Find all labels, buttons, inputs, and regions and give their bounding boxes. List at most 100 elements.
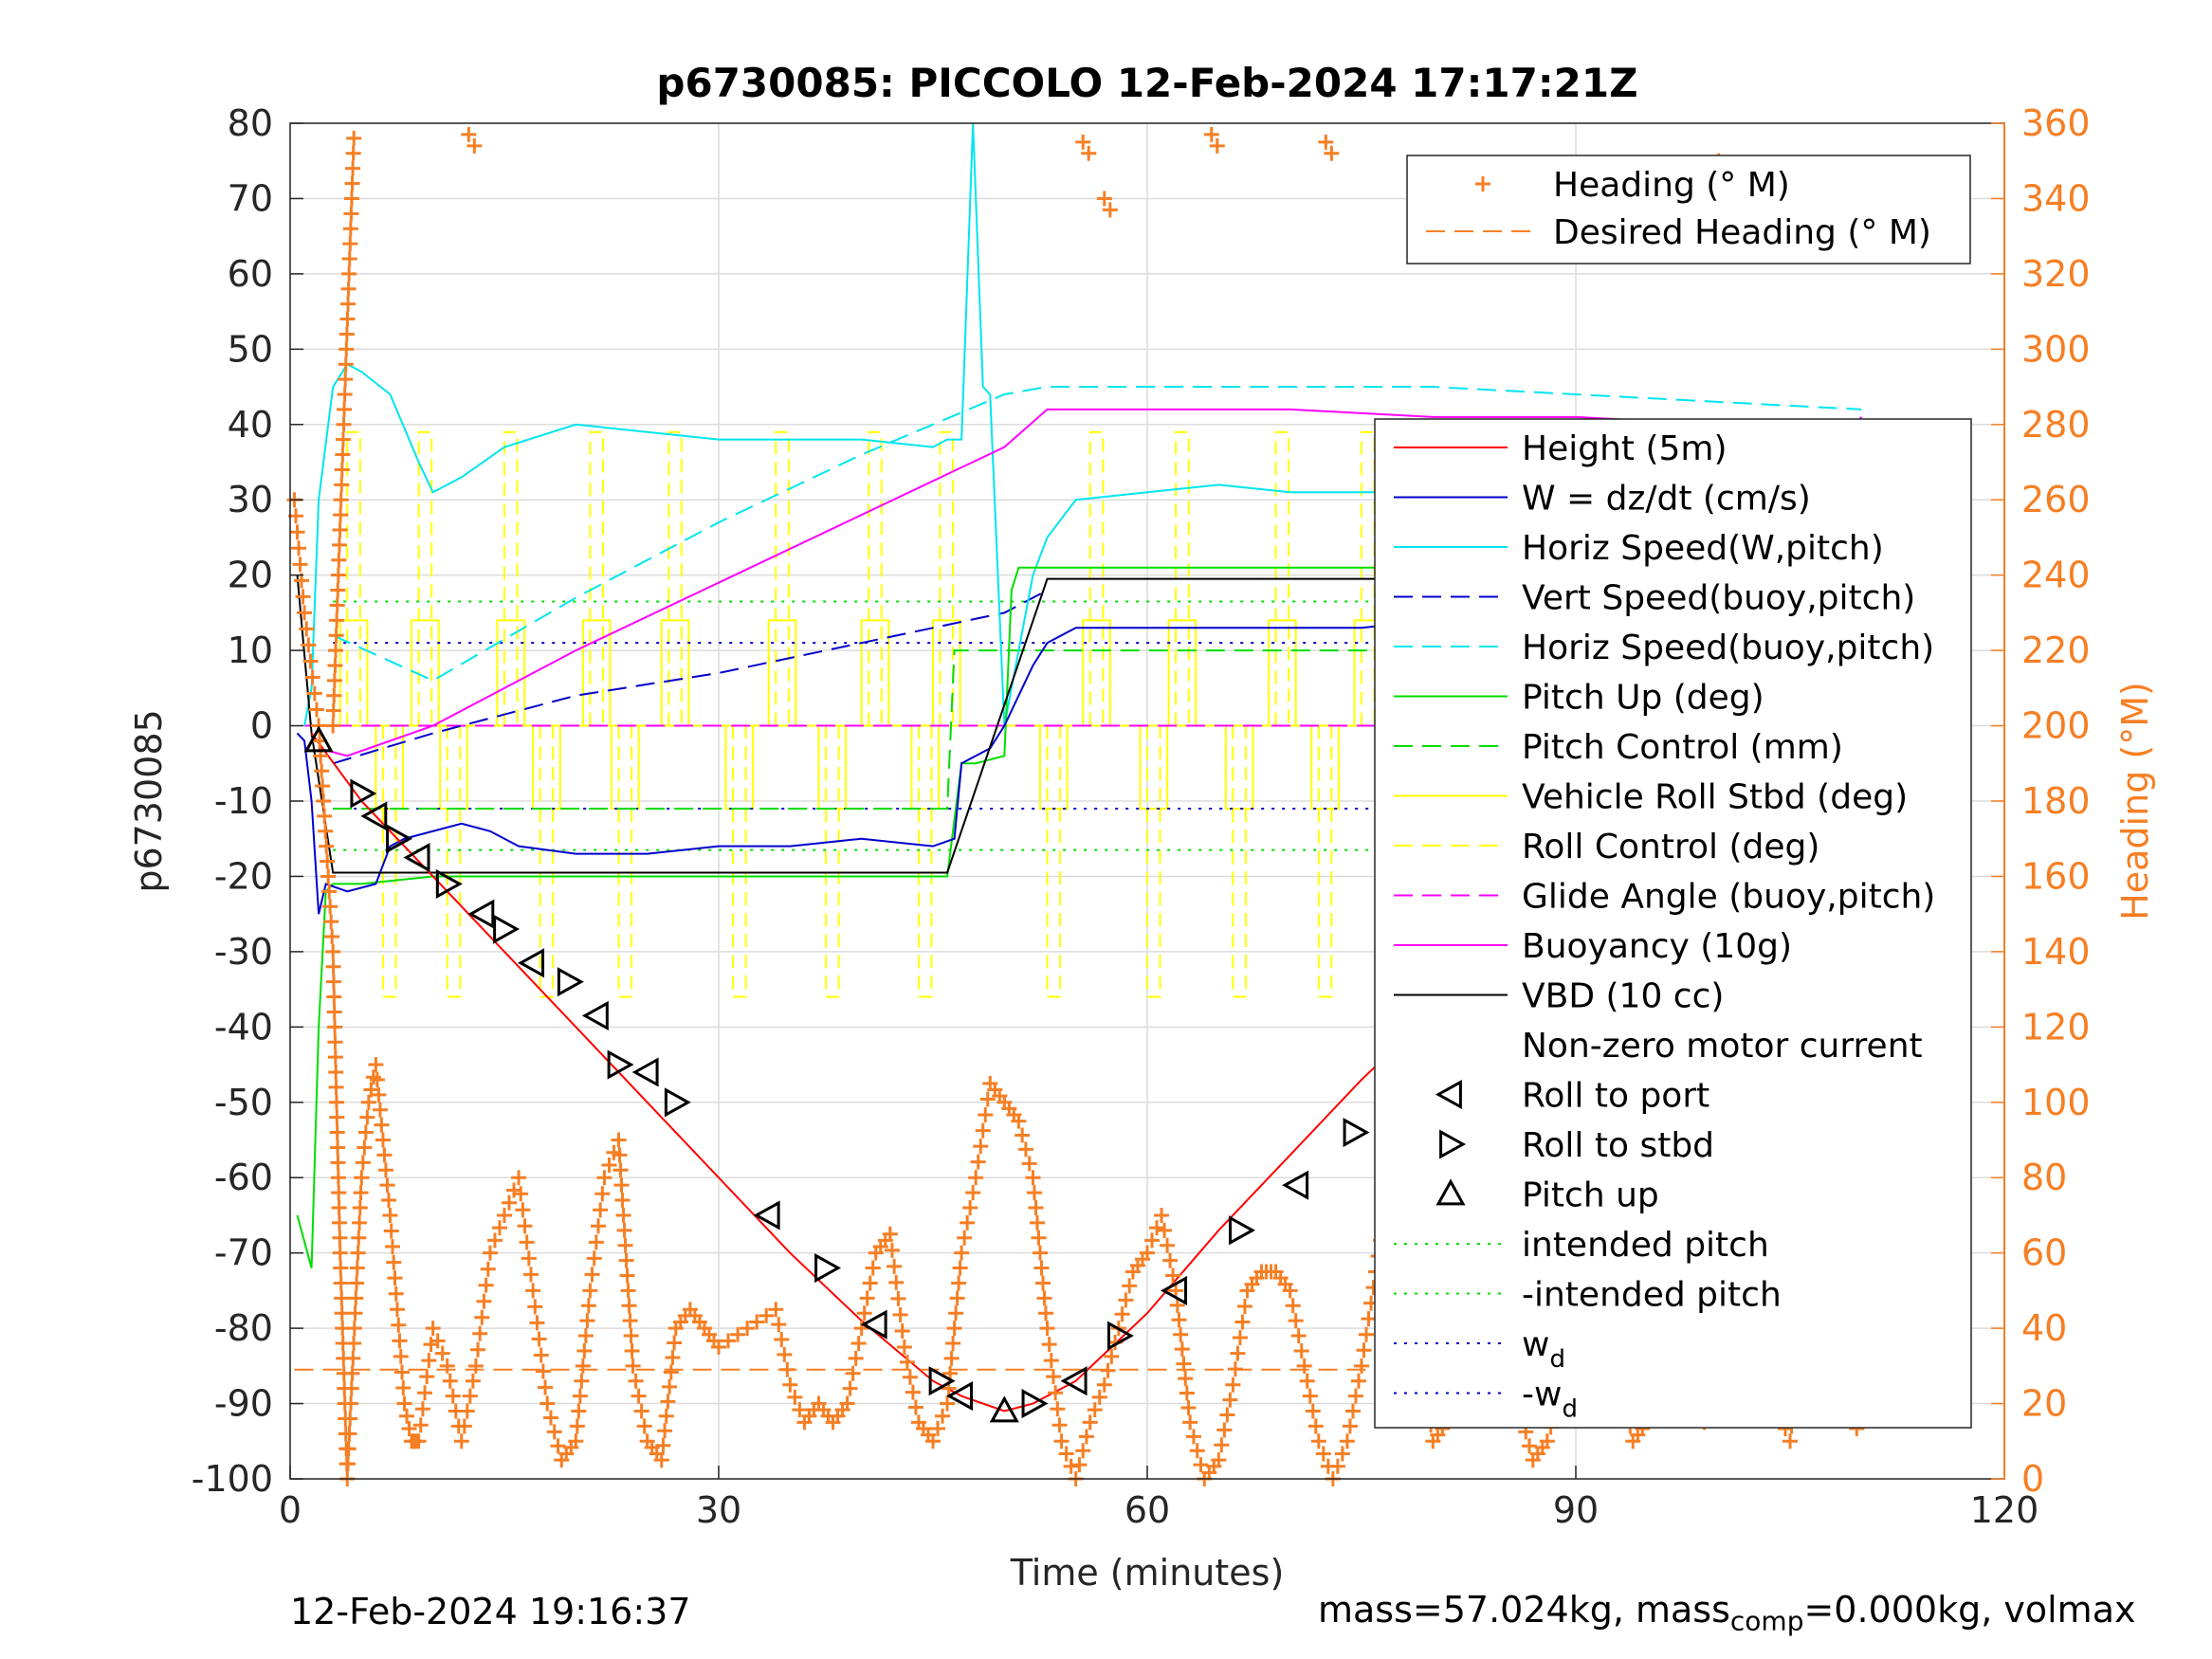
heading-point xyxy=(346,1336,362,1351)
heading-point xyxy=(456,1418,472,1434)
motor-marker xyxy=(360,801,388,831)
heading-point xyxy=(301,637,317,653)
y-tick-label: -10 xyxy=(214,780,273,822)
y-tick-label: 10 xyxy=(228,629,273,671)
heading-point xyxy=(1310,1433,1326,1449)
heading-point xyxy=(905,1384,921,1400)
heading-point xyxy=(1339,1433,1355,1449)
motor-marker xyxy=(386,824,413,854)
heading-point xyxy=(353,1185,369,1201)
heading-point xyxy=(345,160,361,176)
heading-point xyxy=(1078,1429,1094,1445)
roll-control-pulse xyxy=(346,430,361,726)
heading-point xyxy=(506,1182,522,1198)
footer-mass-prefix: mass=57.024kg, mass xyxy=(1318,1589,1730,1631)
heading-point xyxy=(965,1185,981,1201)
y2-tick-label: 180 xyxy=(2021,780,2091,822)
heading-point xyxy=(662,1378,678,1395)
heading-point xyxy=(539,1395,556,1412)
legend-main-label: W = dz/dt (cm/s) xyxy=(1522,480,1811,519)
heading-point xyxy=(978,1107,994,1123)
heading-point xyxy=(612,1147,628,1163)
heading-point xyxy=(759,1307,775,1323)
heading-point xyxy=(328,1065,344,1080)
heading-point xyxy=(324,929,340,944)
vehicle-roll-pulse xyxy=(1224,725,1254,810)
heading-point xyxy=(1026,1185,1042,1201)
legend-heading-box xyxy=(1406,155,1971,264)
heading-point xyxy=(1176,1356,1192,1372)
axes: 0 30 60 90 12080706050403020100-10-20-30-40-… xyxy=(192,102,2091,1531)
horiz-speed-buoy-line xyxy=(332,386,1862,683)
heading-point xyxy=(1162,1252,1179,1268)
heading-point xyxy=(329,1109,345,1125)
heading-point xyxy=(459,1403,475,1419)
heading-point xyxy=(342,1411,358,1427)
heading-point xyxy=(1539,1433,1555,1449)
heading-point xyxy=(333,507,349,523)
heading-point xyxy=(617,1237,633,1253)
heading-point xyxy=(519,1234,535,1250)
heading-point xyxy=(1334,1446,1350,1462)
heading-point xyxy=(577,1328,594,1344)
vehicle-roll-pulse xyxy=(1139,725,1169,810)
y-tick-label: 0 xyxy=(250,705,273,747)
heading-point xyxy=(521,1250,537,1267)
heading-point xyxy=(332,1245,348,1261)
legend-main-label: Roll to stbd xyxy=(1522,1126,1714,1165)
heading-point xyxy=(768,1302,784,1318)
x-tick-label: 60 xyxy=(1124,1489,1170,1531)
heading-point xyxy=(890,1290,906,1306)
heading-point xyxy=(940,1395,956,1412)
heading-point xyxy=(474,1309,490,1325)
footer-mass-suffix: =0.000kg, volmax xyxy=(1803,1589,2136,1631)
heading-point xyxy=(334,1305,350,1322)
heading-point xyxy=(480,1261,496,1277)
heading-point xyxy=(355,1155,371,1171)
motor-marker xyxy=(303,725,334,753)
legend-heading-label: Desired Heading (° M) xyxy=(1553,213,1931,252)
heading-point xyxy=(326,687,342,703)
heading-point xyxy=(946,1321,962,1337)
heading-point xyxy=(779,1361,795,1377)
heading-point xyxy=(372,1102,388,1118)
heading-point xyxy=(380,1193,396,1209)
legend-main-label: Pitch Control (mm) xyxy=(1522,728,1843,767)
heading-point xyxy=(907,1399,923,1415)
heading-point xyxy=(973,1139,989,1155)
heading-point xyxy=(328,643,344,659)
heading-point xyxy=(522,1267,539,1283)
heading-point xyxy=(412,1417,429,1433)
legend-main-swatch xyxy=(1435,1178,1466,1206)
heading-point xyxy=(377,1162,393,1178)
y-tick-label: -80 xyxy=(214,1307,273,1349)
heading-point xyxy=(621,1298,637,1314)
legend-main-label: Pitch up xyxy=(1522,1176,1659,1215)
heading-point xyxy=(660,1394,676,1410)
motor-marker xyxy=(1060,1366,1088,1396)
heading-point xyxy=(1168,1283,1184,1299)
heading-point xyxy=(1029,1214,1045,1231)
heading-point xyxy=(513,1186,529,1202)
heading-point xyxy=(491,1220,507,1236)
vehicle-roll-pulse xyxy=(496,619,526,726)
heading-point xyxy=(1193,1457,1209,1473)
heading-point xyxy=(859,1290,875,1306)
heading-point xyxy=(1075,134,1091,150)
heading-point xyxy=(1071,1457,1088,1473)
heading-point xyxy=(962,1200,978,1215)
legend-main-label: Roll Control (deg) xyxy=(1522,828,1819,866)
heading-point xyxy=(1307,1418,1324,1434)
heading-point xyxy=(325,958,341,975)
heading-point xyxy=(588,1234,604,1250)
legend-main: Height (5m) W = dz/dt (cm/s) Horiz Speed(W… xyxy=(1374,418,1972,1429)
heading-point xyxy=(302,653,319,669)
heading-point xyxy=(730,1326,746,1342)
heading-point xyxy=(382,1207,398,1223)
heading-point xyxy=(631,1388,647,1404)
heading-point xyxy=(442,1373,458,1389)
heading-point xyxy=(1299,1373,1315,1389)
heading-point xyxy=(1025,1170,1041,1186)
heading-point xyxy=(430,1333,446,1349)
heading-point xyxy=(360,1094,376,1110)
